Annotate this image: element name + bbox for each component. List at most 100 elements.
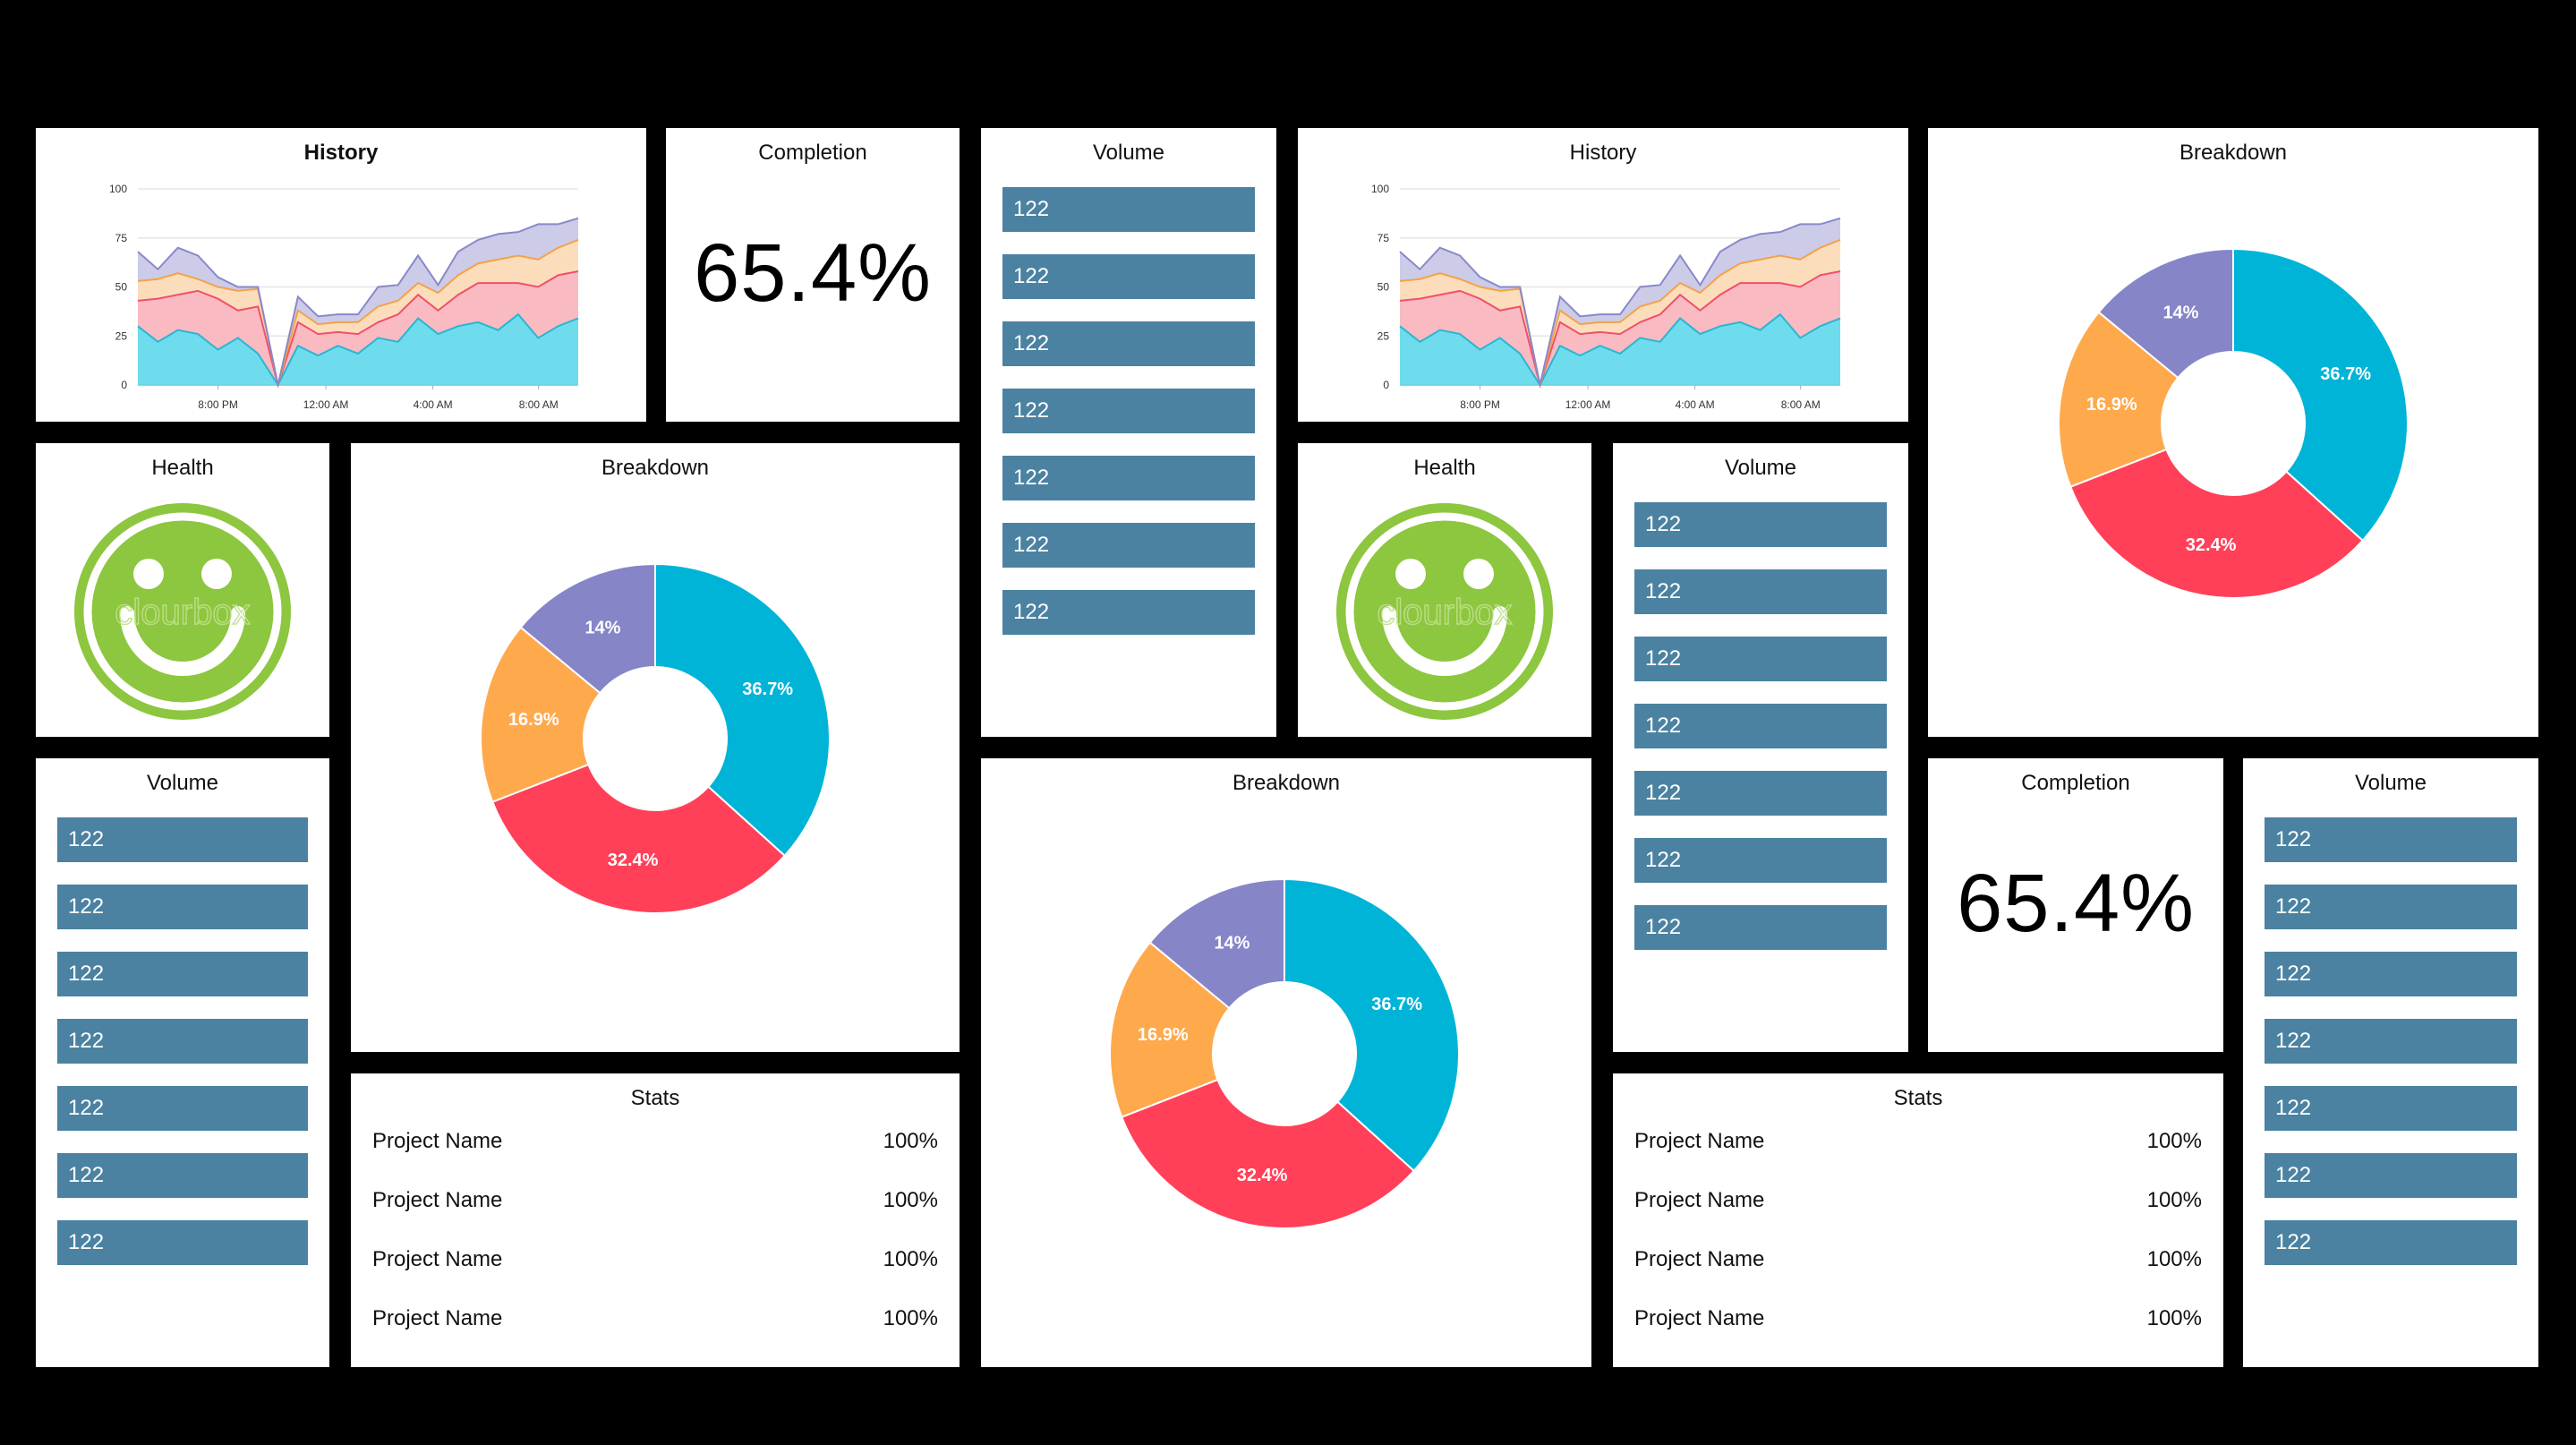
volume-list: 122 122 122 122 122 122 122 bbox=[1002, 187, 1255, 657]
tile-title: Completion bbox=[758, 141, 867, 165]
project-percent: 100% bbox=[883, 1129, 938, 1153]
volume-tile-1: Volume 122 122 122 122 122 122 122 bbox=[981, 128, 1276, 737]
tile-title: Stats bbox=[630, 1086, 680, 1110]
smiley-face bbox=[74, 503, 291, 720]
donut-slice-label: 16.9% bbox=[2086, 395, 2137, 415]
donut-slice-label: 14% bbox=[1214, 934, 1250, 953]
tile-title: Volume bbox=[1724, 456, 1797, 480]
tile-title: History bbox=[1569, 141, 1637, 165]
project-percent: 100% bbox=[883, 1247, 938, 1271]
y-tick-label: 100 bbox=[1371, 183, 1389, 195]
completion-tile-2: Completion 65.4% bbox=[1928, 758, 2223, 1052]
series-line bbox=[137, 312, 579, 388]
donut-slice-label: 14% bbox=[584, 619, 620, 638]
x-tick-label: 12:00 AM bbox=[303, 398, 349, 411]
completion-value: 65.4% bbox=[694, 227, 932, 319]
health-tile-1: Health clourbox bbox=[36, 443, 329, 737]
y-tick-label: 0 bbox=[1383, 379, 1389, 391]
area-series bbox=[138, 218, 578, 385]
y-tick-label: 75 bbox=[115, 232, 128, 244]
area-series bbox=[138, 314, 578, 385]
volume-bar: 122 bbox=[2265, 1019, 2517, 1064]
project-name: Project Name bbox=[1634, 1129, 1765, 1153]
stat-row: Project Name 100% bbox=[372, 1188, 938, 1247]
project-percent: 100% bbox=[883, 1188, 938, 1212]
x-tick-label: 8:00 PM bbox=[198, 398, 238, 411]
smiley-eye bbox=[201, 559, 232, 589]
series-line bbox=[1399, 269, 1841, 389]
volume-list: 122 122 122 122 122 122 122 bbox=[1634, 502, 1887, 972]
tile-title: Health bbox=[151, 456, 214, 480]
volume-bar: 122 bbox=[2265, 817, 2517, 862]
donut-slice bbox=[1109, 941, 1231, 1118]
volume-tile-4: Volume 122 122 122 122 122 122 122 bbox=[2243, 758, 2538, 1367]
volume-bar: 122 bbox=[1634, 637, 1887, 681]
donut-slice-label: 16.9% bbox=[1138, 1025, 1189, 1045]
x-tick-label: 8:00 AM bbox=[1781, 398, 1821, 411]
x-tick-label: 12:00 AM bbox=[1565, 398, 1611, 411]
volume-bar: 122 bbox=[1634, 905, 1887, 950]
history-tile-1: History 0 25 50 75 100 8:00 PM 12:00 AM 4:00 AM… bbox=[36, 128, 646, 422]
donut-slice-label: 32.4% bbox=[2186, 535, 2237, 555]
donut-slice bbox=[2097, 247, 2234, 380]
area-series bbox=[1400, 239, 1840, 385]
watermark-text: clourbox bbox=[115, 593, 250, 632]
project-name: Project Name bbox=[1634, 1247, 1765, 1271]
watermark-text: clourbox bbox=[1377, 593, 1512, 632]
volume-bar: 122 bbox=[1002, 187, 1255, 232]
completion-value: 65.4% bbox=[1957, 858, 2195, 949]
tile-title: History bbox=[303, 141, 379, 165]
breakdown-tile-2: Breakdown 36.7% 32.4% 16.9% 14% bbox=[981, 758, 1591, 1367]
series-line bbox=[137, 239, 579, 386]
smiley-icon: clourbox bbox=[1336, 503, 1553, 720]
breakdown-tile-top-right: Breakdown 36.7% 32.4% 16.9% 14% bbox=[1928, 128, 2538, 737]
volume-bar: 122 bbox=[57, 1153, 308, 1198]
project-percent: 100% bbox=[883, 1306, 938, 1330]
volume-bar: 122 bbox=[2265, 1153, 2517, 1198]
volume-bar: 122 bbox=[1634, 502, 1887, 547]
y-tick-label: 50 bbox=[115, 281, 128, 294]
volume-bar: 122 bbox=[1002, 523, 1255, 568]
stats-list: Project Name 100% Project Name 100% Project … bbox=[1634, 1129, 2202, 1365]
x-tick-label: 8:00 AM bbox=[519, 398, 559, 411]
tile-title: Volume bbox=[146, 771, 219, 795]
area-series bbox=[1400, 218, 1840, 385]
x-tick-label: 8:00 PM bbox=[1460, 398, 1500, 411]
smiley-mouth bbox=[1382, 606, 1507, 676]
breakdown-donut-chart: 36.7% 32.4% 16.9% 14% bbox=[1109, 877, 1460, 1229]
tile-title: Volume bbox=[1092, 141, 1165, 165]
smiley-mouth bbox=[120, 606, 245, 676]
volume-bar: 122 bbox=[57, 1019, 308, 1064]
series-line bbox=[137, 269, 579, 389]
tile-title: Breakdown bbox=[1232, 771, 1341, 795]
stat-row: Project Name 100% bbox=[1634, 1306, 2202, 1365]
volume-bar: 122 bbox=[1634, 704, 1887, 748]
volume-list: 122 122 122 122 122 122 122 bbox=[57, 817, 308, 1287]
donut-slice bbox=[2232, 247, 2409, 543]
donut-slice bbox=[480, 626, 601, 803]
volume-bar: 122 bbox=[2265, 1086, 2517, 1131]
volume-bar: 122 bbox=[1634, 771, 1887, 816]
volume-bar: 122 bbox=[1002, 456, 1255, 500]
donut-slice bbox=[2068, 448, 2365, 599]
smiley-eye bbox=[1395, 559, 1426, 589]
smiley-face bbox=[1336, 503, 1553, 720]
y-tick-label: 50 bbox=[1378, 281, 1390, 294]
volume-tile-2: Volume 122 122 122 122 122 122 122 bbox=[1613, 443, 1908, 1052]
y-tick-label: 75 bbox=[1378, 232, 1390, 244]
volume-bar: 122 bbox=[57, 817, 308, 862]
donut-slice-label: 32.4% bbox=[1237, 1166, 1288, 1185]
breakdown-donut-chart: 36.7% 32.4% 16.9% 14% bbox=[480, 562, 831, 914]
stats-list: Project Name 100% Project Name 100% Project … bbox=[372, 1129, 938, 1365]
series-line bbox=[1399, 239, 1841, 386]
volume-bar: 122 bbox=[57, 952, 308, 996]
donut-slice bbox=[1148, 877, 1285, 1010]
donut-slice-label: 32.4% bbox=[608, 851, 659, 870]
volume-bar: 122 bbox=[1002, 321, 1255, 366]
smiley-icon: clourbox bbox=[74, 503, 291, 720]
health-tile-2: Health clourbox bbox=[1298, 443, 1591, 737]
stat-row: Project Name 100% bbox=[372, 1306, 938, 1365]
donut-slice-label: 36.7% bbox=[2320, 364, 2371, 384]
area-series bbox=[138, 239, 578, 385]
